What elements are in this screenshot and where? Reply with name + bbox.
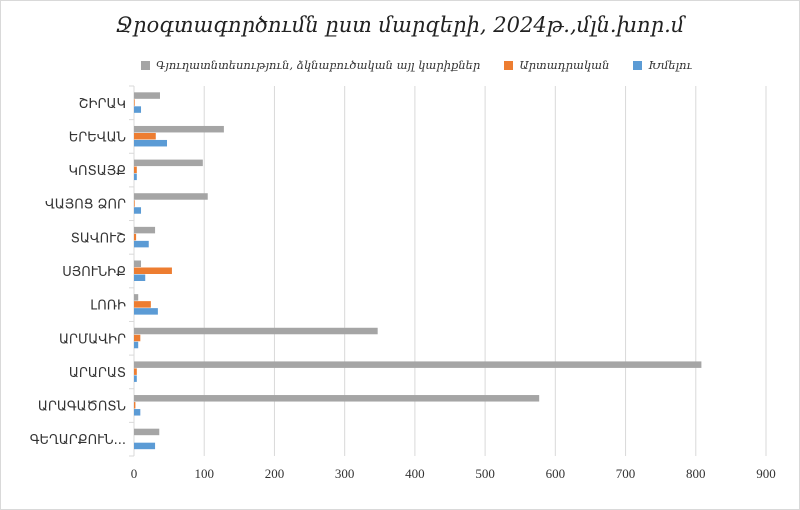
bar-drinking xyxy=(134,308,158,315)
bar-drinking xyxy=(134,207,142,214)
legend: Գյուղատնտեսություն, ձկնաբուծական այլ կար… xyxy=(141,58,692,72)
legend-label: Արտադրական xyxy=(519,58,610,72)
legend-item-drinking: Խմելու xyxy=(633,58,692,72)
category-label: ՇԻՐԱԿ xyxy=(79,97,126,112)
bar-drinking xyxy=(134,139,168,147)
bar-industrial xyxy=(134,301,151,308)
legend-item-agriculture: Գյուղատնտեսություն, ձկնաբուծական այլ կար… xyxy=(141,58,480,72)
x-tick-label: 500 xyxy=(475,466,495,481)
bar-agriculture xyxy=(134,294,139,301)
category-label: ԿՈՏԱՅՔ xyxy=(69,164,126,179)
chart-title: Ջրօգտագործումն ըստ մարզերի, 2024թ.,մլն.խ… xyxy=(115,13,685,37)
category-label: ԱՐՄԱՎԻՐ xyxy=(59,332,126,347)
x-tick-label: 900 xyxy=(756,466,776,481)
bar-drinking xyxy=(134,106,142,113)
category-label: ԵՐԵՎԱՆ xyxy=(69,130,126,145)
category-label: ԳԵՂԱՐՔՈՒՆ... xyxy=(30,433,126,448)
bar-industrial xyxy=(134,334,141,342)
bar-agriculture xyxy=(134,260,142,267)
bar-agriculture xyxy=(134,193,208,200)
bar-agriculture xyxy=(134,428,160,436)
x-tick-label: 200 xyxy=(265,466,285,481)
bar-drinking xyxy=(134,240,149,248)
legend-swatch xyxy=(633,60,643,70)
bar-industrial xyxy=(134,132,156,140)
x-tick-label: 600 xyxy=(546,466,566,481)
category-label: ԱՐԱՐԱՏ xyxy=(69,366,126,381)
bar-industrial xyxy=(134,267,172,274)
x-tick-label: 800 xyxy=(686,466,706,481)
bar-drinking xyxy=(134,341,139,349)
bar-industrial xyxy=(134,402,136,409)
x-tick-label: 100 xyxy=(194,466,214,481)
bar-agriculture xyxy=(134,159,203,167)
bar-drinking xyxy=(134,442,156,450)
bar-industrial xyxy=(134,166,137,174)
bar-drinking xyxy=(134,375,137,382)
bar-agriculture xyxy=(134,395,540,402)
x-tick-label: 400 xyxy=(405,466,425,481)
category-label: ՍՅՈՒՆԻՔ xyxy=(62,265,126,280)
category-label: ՏԱՎՈՒՇ xyxy=(71,231,126,246)
bar-industrial xyxy=(134,368,137,375)
bar-industrial xyxy=(134,233,137,241)
bar-drinking xyxy=(134,274,146,281)
bar-agriculture xyxy=(134,125,224,133)
category-label: ԼՈՌԻ xyxy=(90,299,126,314)
bar-agriculture xyxy=(134,92,160,99)
legend-swatch xyxy=(504,60,514,70)
bar-agriculture xyxy=(134,226,156,234)
bar-industrial xyxy=(134,99,135,106)
legend-swatch xyxy=(141,60,150,70)
x-tick-label: 700 xyxy=(616,466,636,481)
bar-agriculture xyxy=(134,327,378,335)
legend-item-industrial: Արտադրական xyxy=(504,58,609,72)
category-label: ՎԱՅՈՑ ՁՈՐ xyxy=(45,198,126,213)
x-tick-label: 0 xyxy=(131,466,138,481)
bar-industrial xyxy=(134,200,135,207)
bar-drinking xyxy=(134,173,137,181)
category-label: ԱՐԱԳԱԾՈՏՆ xyxy=(38,400,126,415)
legend-label: Խմելու xyxy=(648,58,693,72)
bar-agriculture xyxy=(134,361,702,368)
x-tick-label: 300 xyxy=(335,466,355,481)
bar-drinking xyxy=(134,409,141,416)
legend-label: Գյուղատնտեսություն, ձկնաբուծական այլ կար… xyxy=(156,58,481,72)
